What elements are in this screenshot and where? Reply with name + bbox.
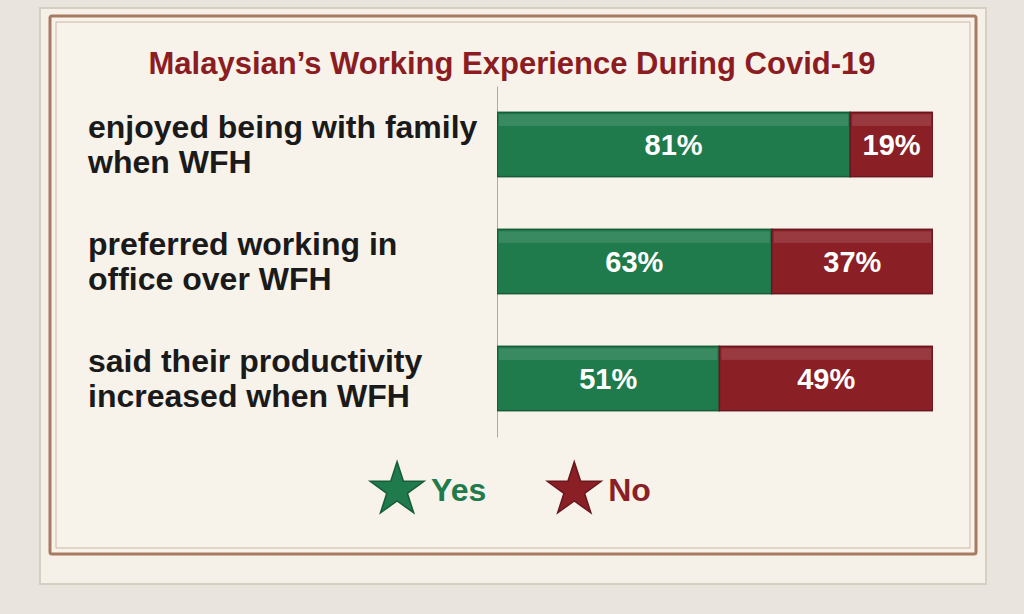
panel-inner-frame (56, 22, 970, 548)
bar (719, 346, 933, 410)
bar (497, 229, 772, 293)
bar-highlight (499, 114, 848, 126)
bar-highlight (774, 231, 931, 243)
y-axis-line (497, 87, 498, 438)
data-labels: 81% 63% 51% 19% 37% 49% (579, 129, 921, 395)
bar-highlight (499, 348, 717, 360)
bars (497, 112, 933, 410)
y-tick: preferred working inoffice over WFH (88, 226, 497, 297)
data-label: 49% (797, 363, 855, 395)
panel-frame (50, 16, 976, 554)
legend-item: No (547, 462, 651, 513)
y-tick-label: preferred working inoffice over WFH (88, 226, 397, 297)
legend-swatch (547, 462, 601, 513)
legend-label: Yes (431, 472, 486, 508)
data-label: 37% (823, 246, 881, 278)
background (0, 0, 1024, 614)
bar-highlight (721, 348, 931, 360)
bar-highlight (499, 231, 770, 243)
y-tick-label: enjoyed being with familywhen WFH (87, 109, 478, 180)
legend-item: Yes (370, 462, 486, 513)
data-label: 51% (579, 363, 637, 395)
y-tick: said their productivityincreased when WF… (88, 343, 497, 414)
legend-swatch (370, 462, 424, 513)
data-label: 19% (863, 129, 921, 161)
legend-label: No (608, 472, 651, 508)
panel-outer (40, 8, 986, 584)
bar (850, 112, 933, 176)
y-tick-label: said their productivityincreased when WF… (88, 343, 422, 414)
data-label: 81% (645, 129, 703, 161)
bar (497, 112, 850, 176)
legend: Yes No (370, 462, 651, 513)
bar (497, 346, 719, 410)
data-label: 63% (605, 246, 663, 278)
title: Malaysian’s Working Experience During Co… (149, 46, 876, 81)
bar (772, 229, 933, 293)
y-tick: enjoyed being with familywhen WFH (87, 109, 497, 180)
bar-highlight (852, 114, 931, 126)
y-axis: enjoyed being with familywhen WFH preferr… (87, 87, 498, 438)
